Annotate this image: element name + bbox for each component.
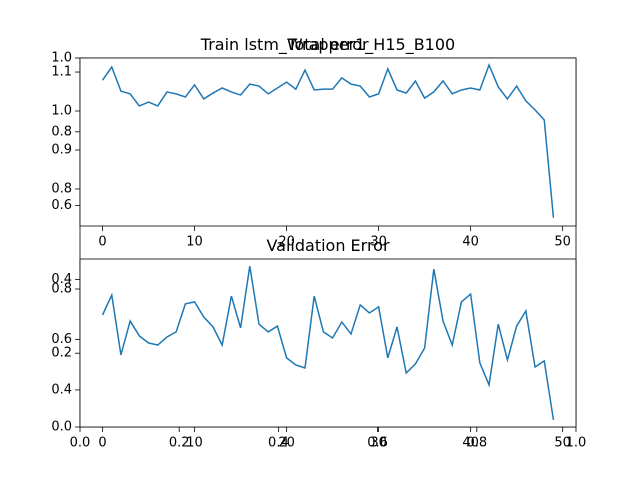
axes-frame — [79, 258, 577, 428]
y-tick-label: 0.8 — [51, 282, 72, 297]
x-tick-label: 40 — [462, 436, 479, 451]
y-tick-label: 0.6 — [51, 198, 72, 213]
x-tick-label: 1.0 — [566, 436, 587, 451]
x-tick-label: 0.4 — [268, 436, 289, 451]
axes-title: Train lstm_Wrapper1_H15_B100 — [200, 35, 455, 55]
y-tick-label: 1.1 — [51, 65, 72, 80]
axes-title: Total error — [286, 35, 369, 54]
y-tick-label: 1.0 — [51, 104, 72, 119]
axes-frame — [79, 57, 577, 227]
x-tick-label: 0 — [98, 235, 106, 250]
axes-face — [80, 58, 576, 226]
y-tick-label: 0.6 — [51, 332, 72, 347]
x-tick-label: 20 — [278, 436, 295, 451]
line — [101, 265, 555, 421]
x-tick-label: 30 — [370, 235, 387, 250]
x-tick-label: 0.6 — [367, 436, 388, 451]
x-tick-label: 10 — [186, 436, 203, 451]
x-tick-label: 20 — [278, 235, 295, 250]
y-tick-label: 1.0 — [51, 51, 72, 66]
y-tick-label: 0.9 — [51, 142, 72, 157]
y-tick-label: 0.8 — [51, 181, 72, 196]
x-tick-label: 10 — [186, 235, 203, 250]
x-tick-label: 40 — [462, 235, 479, 250]
axes-title: Validation Error — [266, 236, 390, 255]
axes-face — [80, 259, 576, 427]
y-tick-label: 0.4 — [51, 272, 72, 287]
x-tick-label: 50 — [554, 235, 571, 250]
x-tick-label: 0.8 — [466, 436, 487, 451]
x-tick-label: 0 — [98, 436, 106, 451]
x-tick-label: 0.2 — [169, 436, 190, 451]
y-tick-label: 0.8 — [51, 124, 72, 139]
y-tick-label: 0.2 — [51, 346, 72, 361]
x-tick-label: 50 — [554, 436, 571, 451]
y-tick-label: 0.4 — [51, 382, 72, 397]
y-tick-label: 0.0 — [51, 420, 72, 435]
x-tick-label: 30 — [370, 436, 387, 451]
x-tick-label: 0.0 — [70, 436, 91, 451]
line — [101, 62, 555, 218]
